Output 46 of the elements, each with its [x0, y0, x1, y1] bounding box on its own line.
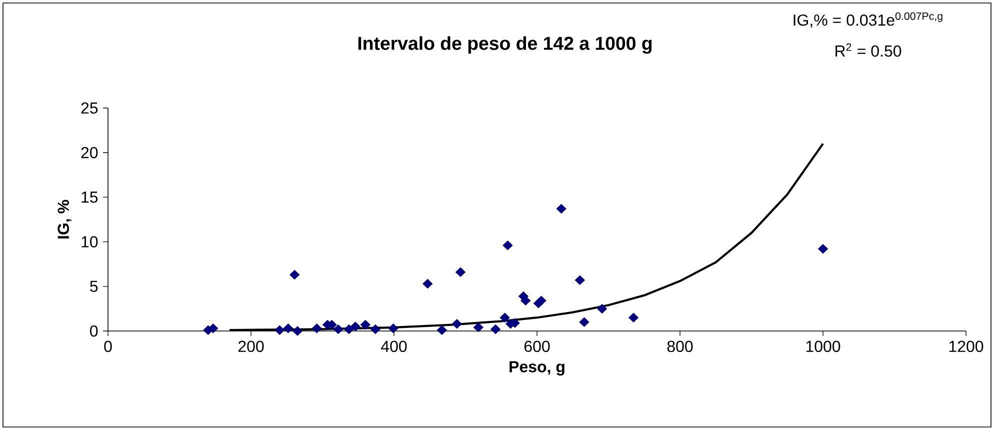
y-tick-label: 10 [82, 236, 98, 248]
point [556, 204, 566, 214]
x-tick-label: 200 [238, 340, 264, 352]
point [579, 317, 590, 327]
point [422, 278, 433, 289]
point [490, 324, 501, 334]
point [292, 326, 302, 336]
y-tick-label: 20 [81, 146, 98, 158]
x-tick-label: 400 [381, 340, 407, 352]
y-axis-title: IG, % [58, 200, 72, 238]
point [452, 319, 462, 329]
x-tick-label: 1000 [806, 340, 840, 352]
point [283, 324, 294, 334]
point [520, 296, 531, 306]
point [456, 267, 466, 277]
x-axis-title: Peso, g [510, 361, 564, 376]
point [536, 296, 546, 306]
y-tick-label: 15 [82, 192, 98, 203]
x-tick-label: 1200 [949, 340, 984, 352]
point [370, 324, 380, 334]
y-tick-label: 0 [90, 325, 98, 337]
point [436, 325, 447, 335]
point [344, 324, 354, 334]
x-tick-label: 600 [524, 340, 550, 352]
text: R$^{2}$ = 0.50 [836, 43, 902, 57]
x-tick-label: 0 [104, 340, 112, 352]
point [333, 324, 344, 334]
y-tick-label: 25 [81, 102, 98, 114]
y-tick-label: 5 [90, 280, 98, 292]
point [360, 320, 370, 330]
point [473, 322, 484, 332]
chart-title: Intervalo de peso de 142 a 1000 g [358, 36, 652, 54]
point [628, 312, 639, 322]
point [574, 275, 585, 285]
x-tick-label: 800 [667, 340, 693, 352]
point [290, 270, 300, 280]
text: IG,% = 0.031e$^{0.007Pc,g}$ [794, 12, 942, 28]
point [388, 324, 398, 334]
point [502, 240, 513, 250]
point [274, 325, 285, 335]
point [208, 324, 218, 334]
point [312, 324, 322, 334]
point [597, 304, 608, 314]
point [500, 312, 510, 322]
point [350, 322, 360, 332]
point [818, 244, 828, 254]
